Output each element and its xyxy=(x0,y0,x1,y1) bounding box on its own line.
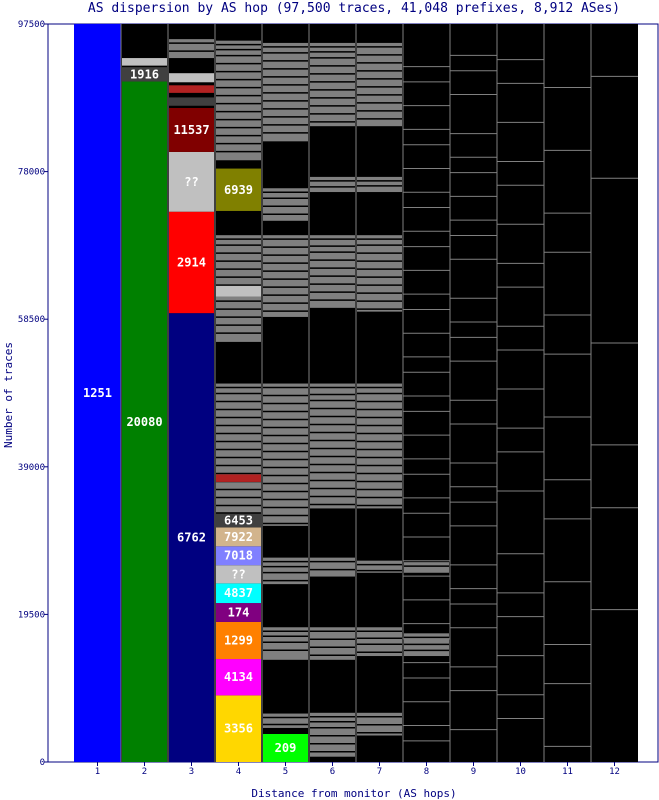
segment-hop-4 xyxy=(216,695,261,762)
x-tick-label: 2 xyxy=(142,767,147,777)
segment-hop-3 xyxy=(169,85,214,93)
segment-hop-4 xyxy=(216,513,261,528)
segment-label: 6939 xyxy=(224,183,253,197)
segment-hop-4 xyxy=(216,546,261,566)
x-tick-label: 9 xyxy=(471,767,476,777)
minor-block xyxy=(263,188,308,221)
segment-label: 1916 xyxy=(130,67,159,81)
minor-block xyxy=(310,176,355,193)
segment-hop-4 xyxy=(216,527,261,547)
minor-block xyxy=(310,627,355,660)
segment-hop-4 xyxy=(216,583,261,604)
y-tick-label: 0 xyxy=(40,758,45,768)
minor-block xyxy=(263,42,308,142)
y-tick-label: 97500 xyxy=(18,20,45,30)
segment-hop-2 xyxy=(122,81,167,763)
segment-hop-4 xyxy=(216,603,261,622)
segment-label: 11537 xyxy=(173,123,209,137)
x-tick-label: 5 xyxy=(283,767,288,777)
minor-block xyxy=(310,42,355,127)
segment-hop-2 xyxy=(122,58,167,66)
x-tick-label: 10 xyxy=(515,767,526,777)
segment-hop-3 xyxy=(169,97,214,106)
minor-block xyxy=(310,383,355,509)
segment-label: 4837 xyxy=(224,586,253,600)
x-tick-label: 11 xyxy=(562,767,573,777)
minor-block xyxy=(169,39,214,59)
segment-label: 7018 xyxy=(224,549,253,563)
y-axis-label: Number of traces xyxy=(2,342,15,448)
x-tick-label: 8 xyxy=(424,767,429,777)
segment-hop-3 xyxy=(169,151,214,212)
segment-hop-3 xyxy=(169,73,214,83)
segment-label: ?? xyxy=(231,567,245,581)
segment-hop-3 xyxy=(169,108,214,152)
segment-label: 2914 xyxy=(177,255,206,269)
segment-label: 209 xyxy=(275,741,297,755)
segment-label: 174 xyxy=(228,606,250,620)
x-tick-label: 3 xyxy=(189,767,194,777)
hop-column-9 xyxy=(450,24,497,762)
segment-label: 6453 xyxy=(224,514,253,528)
y-tick-label: 58500 xyxy=(18,315,45,325)
x-tick-label: 1 xyxy=(95,767,100,777)
plot-area: 1251 20080 1916 6762 2914?? 11537 3356 4134 1299… xyxy=(47,23,659,763)
minor-block xyxy=(404,562,449,573)
segment-hop-3 xyxy=(169,211,214,314)
minor-block xyxy=(357,383,402,509)
y-tick-label: 19500 xyxy=(18,610,45,620)
x-tick-label: 4 xyxy=(236,767,241,777)
segment-label: 6762 xyxy=(177,531,206,545)
minor-block xyxy=(310,235,355,308)
minor-block xyxy=(310,557,355,577)
minor-block xyxy=(357,235,402,312)
segment-label: 20080 xyxy=(126,415,162,429)
x-tick-label: 6 xyxy=(330,767,335,777)
segment-hop-4 xyxy=(216,565,261,584)
minor-block xyxy=(357,42,402,127)
segment-label: 1299 xyxy=(224,634,253,648)
segment-hop-4 xyxy=(216,621,261,660)
y-tick-label: 39000 xyxy=(18,463,45,473)
x-axis-label: Distance from monitor (AS hops) xyxy=(251,787,456,800)
minor-block xyxy=(216,40,261,161)
x-tick-label: 7 xyxy=(377,767,382,777)
segment-hop-1 xyxy=(74,24,121,762)
minor-block xyxy=(263,383,308,526)
segment-hop-4 xyxy=(216,659,261,696)
y-tick-label: 78000 xyxy=(18,168,45,178)
minor-block xyxy=(310,712,355,757)
x-axis: 1 2 3 4 5 6 7 8 9 10 11 12 xyxy=(95,762,620,777)
minor-block xyxy=(216,383,261,513)
hop-column-12 xyxy=(591,24,638,762)
segment-hop-2 xyxy=(122,67,167,82)
hop-column-10 xyxy=(497,24,544,762)
x-tick-label: 12 xyxy=(609,767,620,777)
minor-block xyxy=(357,560,402,573)
segment-label: 7922 xyxy=(224,530,253,544)
y-axis: 0 19500 39000 58500 78000 97500 xyxy=(18,20,48,768)
segment-hop-4 xyxy=(216,285,261,297)
segment-hop-3 xyxy=(169,313,214,762)
minor-block xyxy=(357,176,402,193)
segment-label: 3356 xyxy=(224,722,253,736)
segment-hop-5 xyxy=(263,733,308,762)
segment-label: ?? xyxy=(184,175,198,189)
segment-label: 1251 xyxy=(83,386,112,400)
minor-block xyxy=(263,713,308,728)
minor-block xyxy=(357,627,402,657)
segment-hop-4 xyxy=(216,168,261,211)
chart-title: AS dispersion by AS hop (97,500 traces, … xyxy=(88,1,620,16)
hop-column-11 xyxy=(544,24,591,762)
segment-hop-4 xyxy=(216,474,261,482)
minor-block xyxy=(263,627,308,660)
segment-label: 4134 xyxy=(224,670,253,684)
